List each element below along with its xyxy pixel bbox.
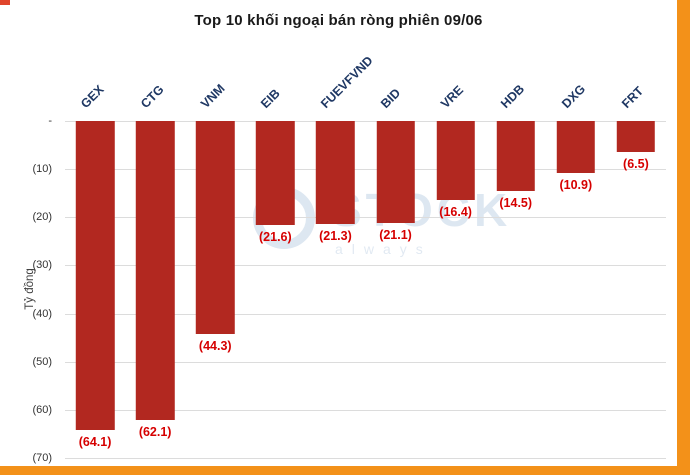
gridline: [65, 121, 666, 122]
bar-gex: [75, 121, 115, 430]
bar-slot-frt: FRT (6.5): [606, 84, 666, 458]
bar-slot-vre: VRE (16.4): [426, 83, 486, 458]
value-label: (21.6): [259, 229, 292, 244]
value-label: (21.1): [379, 227, 412, 242]
y-tick-label: (70): [32, 452, 52, 464]
gridline: [65, 361, 666, 363]
y-axis-tick-labels: - (10) (20) (30) (40) (50) (60) (70): [0, 115, 58, 464]
category-label: FRT: [618, 83, 646, 111]
plot-area: STOCK always GEX (64.1) CTG (62.1) VNM (44.3)…: [65, 53, 666, 459]
bar-hdb: [496, 121, 535, 191]
bar-vre: [436, 121, 475, 200]
value-label: (64.1): [78, 434, 112, 449]
y-tick-label: (30): [32, 259, 52, 272]
category-label: CTG: [138, 82, 167, 111]
bar-slot-hdb: HDB (14.5): [486, 82, 546, 458]
category-label: EIB: [258, 86, 283, 111]
bars-container: GEX (64.1) CTG (62.1) VNM (44.3) EIB (21.6) FUEV…: [65, 53, 666, 458]
orange-right-border: [677, 0, 690, 475]
bar-bid: [376, 121, 415, 223]
value-label: (44.3): [198, 339, 232, 354]
bar-fuevfvnd: [316, 121, 355, 224]
bar-slot-ctg: CTG (62.1): [125, 82, 185, 458]
value-label: (10.9): [559, 178, 593, 193]
gridline: [65, 458, 666, 459]
gridlines: [65, 121, 666, 459]
corner-red-mark: [0, 0, 10, 5]
bar-frt: [616, 121, 656, 153]
value-label: (6.5): [623, 157, 649, 172]
bar-slot-bid: BID (21.1): [365, 86, 425, 458]
bar-eib: [256, 121, 295, 225]
bar-dxg: [556, 121, 596, 174]
y-tick-label: (40): [32, 307, 52, 320]
value-label: (14.5): [499, 195, 533, 210]
y-tick-label: -: [48, 115, 52, 127]
gridline: [65, 265, 666, 267]
category-label: DXG: [558, 81, 588, 111]
bar-slot-gex: GEX (64.1): [65, 82, 125, 458]
category-label: BID: [378, 85, 404, 111]
y-tick-label: (50): [32, 355, 52, 368]
gridline: [65, 169, 666, 171]
orange-bottom-border: [0, 466, 690, 475]
chart-title: Top 10 khối ngoại bán ròng phiên 09/06: [194, 12, 483, 29]
value-label: (21.3): [319, 228, 352, 243]
value-label: (16.4): [439, 204, 472, 219]
category-label: VNM: [198, 81, 228, 111]
bar-slot-eib: EIB (21.6): [245, 86, 305, 458]
bar-slot-vnm: VNM (44.3): [185, 81, 245, 458]
category-label: VRE: [438, 82, 467, 111]
bar-vnm: [196, 121, 235, 335]
y-tick-label: (60): [32, 403, 52, 416]
gridline: [65, 313, 666, 315]
bar-slot-dxg: DXG (10.9): [546, 82, 606, 458]
y-tick-label: (10): [32, 163, 52, 176]
y-tick-label: (20): [32, 211, 52, 224]
category-label: GEX: [77, 82, 107, 111]
category-label: FUEVFVND: [318, 53, 376, 111]
category-label: HDB: [498, 81, 528, 111]
value-label: (62.1): [138, 424, 172, 439]
gridline: [65, 409, 666, 411]
bar-ctg: [135, 121, 175, 420]
gridline: [65, 217, 666, 219]
bar-slot-fuevfvnd: FUEVFVND (21.3): [305, 53, 376, 458]
